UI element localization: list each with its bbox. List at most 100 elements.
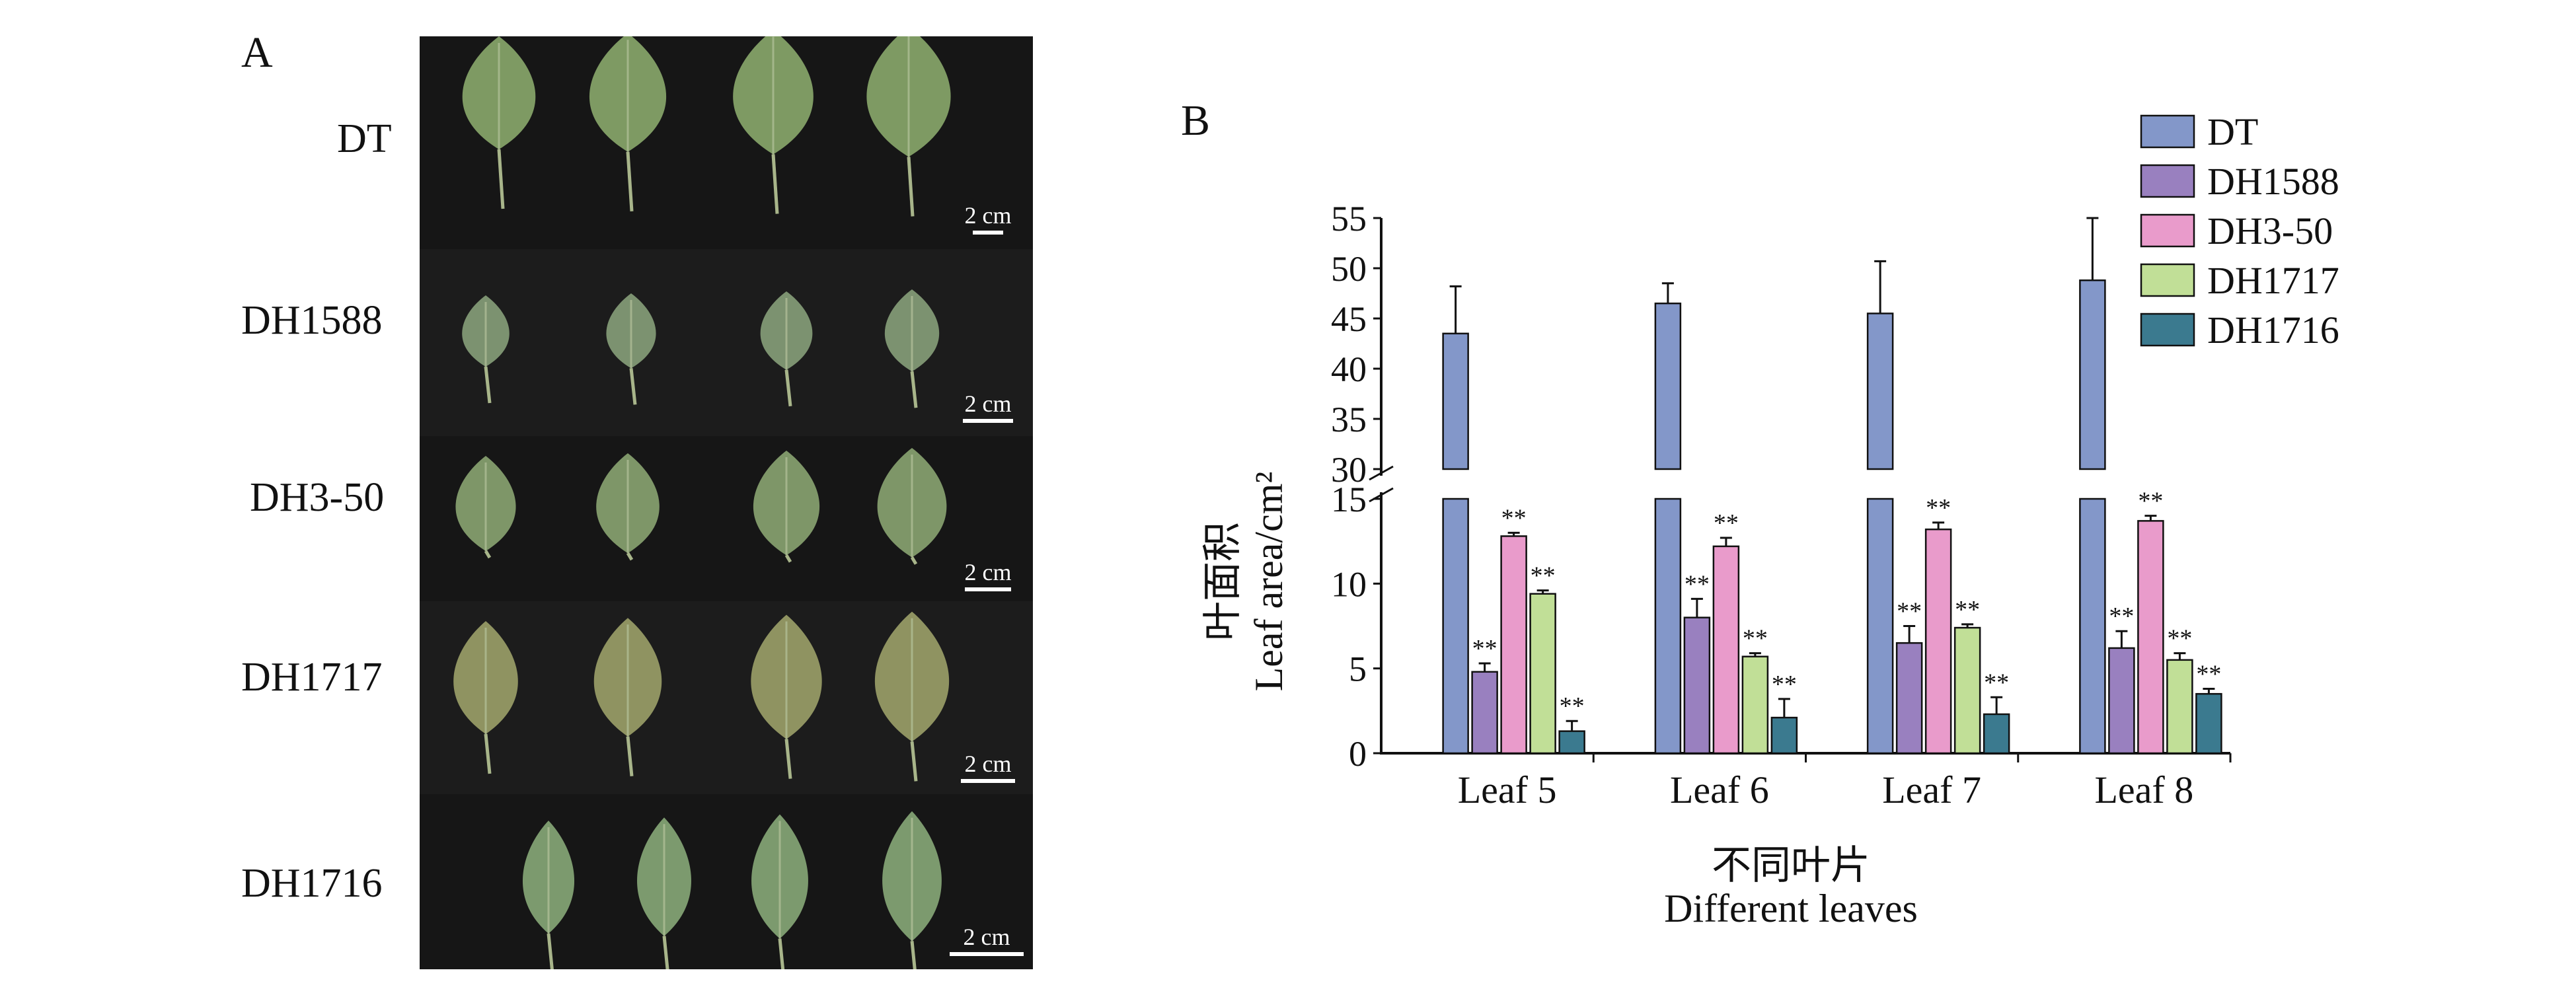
- y-tick-label: 35: [1331, 400, 1367, 439]
- bar-dt: [2079, 279, 2106, 470]
- bar-dh3-50: [2137, 520, 2164, 755]
- leaf-stem: [784, 369, 792, 407]
- y-tick-label: 30: [1331, 450, 1367, 490]
- bar-dh1717: [1953, 626, 1981, 755]
- legend-swatch-dh1717: [2140, 263, 2195, 297]
- scale-label: 2 cm: [964, 390, 1012, 417]
- leaf-stem: [662, 936, 669, 969]
- scale-label: 2 cm: [963, 924, 1010, 950]
- scale-bar: 2 cm: [947, 923, 1026, 956]
- bar-dh1716: [2195, 692, 2222, 755]
- legend-label-dh3-50: DH3-50: [2207, 209, 2333, 252]
- scale-bar: 2 cm: [956, 390, 1020, 423]
- bar-dt-lower: [1442, 498, 1469, 755]
- y-tick-label: 50: [1331, 249, 1367, 289]
- x-axis-label-cn: 不同叶片: [1712, 844, 1870, 887]
- leaf-stem: [910, 556, 918, 565]
- legend-label-dt: DT: [2207, 110, 2258, 153]
- significance-mark: **: [2196, 660, 2221, 688]
- leaf-stem: [497, 149, 505, 209]
- scale-bar: 2 cm: [956, 558, 1020, 591]
- scale-label: 2 cm: [964, 202, 1012, 229]
- scale-label: 2 cm: [964, 751, 1012, 777]
- legend-label-dh1588: DH1588: [2207, 160, 2339, 203]
- y-tick-label: 15: [1331, 480, 1367, 519]
- y-tick-label: 40: [1331, 350, 1367, 389]
- significance-mark: **: [2138, 488, 2163, 515]
- axis-break-mark: [1369, 465, 1394, 481]
- significance-mark: **: [1685, 570, 1710, 598]
- panel-a-label: A: [241, 28, 273, 77]
- y-tick-label: 45: [1331, 299, 1367, 339]
- leaf-stem: [778, 938, 785, 969]
- significance-mark: **: [1743, 625, 1768, 653]
- significance-mark: **: [1897, 598, 1922, 626]
- significance-mark: **: [1560, 692, 1585, 720]
- significance-mark: **: [1472, 635, 1497, 663]
- leaf-stem: [626, 151, 634, 211]
- leaf-stem: [907, 157, 915, 217]
- significance-mark: **: [2167, 625, 2192, 653]
- leaf-area-chart: 0 5 10 15 30 35 40 45 50 55 Leaf 5 Leaf 6 Leaf 7 Leaf…: [1183, 92, 2505, 955]
- leaf-stem: [910, 371, 918, 408]
- leaf-images-dh1588: [462, 289, 940, 408]
- x-axis-label: Different leaves: [1664, 887, 1918, 930]
- bar-dh3-50: [1712, 545, 1740, 755]
- bar-dh3-50: [1924, 528, 1952, 755]
- significance-mark: **: [1772, 671, 1797, 698]
- legend-label-dh1716: DH1716: [2207, 309, 2339, 352]
- chart-bars: ********************************: [1442, 217, 2222, 755]
- y-axis-label-cn: 叶面积: [1201, 522, 1244, 641]
- legend-label-dh1717: DH1717: [2207, 259, 2339, 302]
- photo-row-dh1717: 2 cm: [420, 601, 1033, 794]
- scale-bar: 2 cm: [956, 750, 1020, 783]
- leaf-stem: [484, 733, 492, 774]
- x-tick-label: Leaf 7: [1882, 768, 1981, 811]
- bar-dh1717: [1529, 593, 1556, 755]
- row-label-dh1588: DH1588: [241, 298, 383, 343]
- bar-dh1588: [1895, 642, 1923, 755]
- legend-swatch-dh3-50: [2140, 213, 2195, 248]
- bar-dh1588: [1471, 671, 1498, 755]
- leaf-photo: 2 cm 2 cm 2 cm 2 cm: [420, 36, 1033, 969]
- significance-mark: **: [1714, 509, 1739, 537]
- row-label-dh1717: DH1717: [241, 655, 383, 700]
- y-tick-label: 0: [1349, 734, 1367, 774]
- leaf-stem: [771, 154, 779, 214]
- bar-dh1717: [2166, 659, 2193, 755]
- significance-mark: **: [1955, 596, 1980, 624]
- leaf-stem: [629, 368, 637, 405]
- photo-row-dh1716: 2 cm: [420, 794, 1033, 969]
- scale-label: 2 cm: [964, 559, 1012, 585]
- row-label-dh3-50: DH3-50: [250, 475, 385, 520]
- significance-mark: **: [2109, 603, 2134, 630]
- bar-dh1588: [2108, 647, 2135, 755]
- bar-dt: [1654, 302, 1682, 470]
- significance-mark: **: [1501, 504, 1527, 532]
- leaf-images-dh3-50: [455, 448, 947, 565]
- bar-dt-lower: [1866, 498, 1894, 755]
- leaf-images-dh1716: [522, 811, 942, 969]
- significance-mark: **: [1531, 562, 1556, 590]
- leaf-stem: [910, 941, 917, 969]
- x-tick-label: Leaf 6: [1670, 768, 1769, 811]
- leaf-stem: [626, 736, 634, 777]
- row-label-dh1716: DH1716: [241, 861, 383, 906]
- bar-dt: [1442, 332, 1469, 470]
- legend-swatch-dh1716: [2140, 313, 2195, 347]
- y-axis-label: Leaf area/cm²: [1247, 472, 1291, 692]
- legend-swatch-dh1588: [2140, 164, 2195, 198]
- bar-dh1717: [1741, 655, 1769, 755]
- leaf-images-dt: [462, 36, 951, 217]
- leaf-stem: [484, 366, 492, 404]
- bar-dt-lower: [2079, 498, 2106, 755]
- leaf-stem: [910, 741, 918, 782]
- x-tick-label: Leaf 8: [2095, 768, 2194, 811]
- leaf-stem: [784, 554, 792, 563]
- bar-dh1588: [1683, 616, 1711, 755]
- scale-bar: 2 cm: [958, 202, 1018, 235]
- photo-row-dh1588: 2 cm: [420, 249, 1033, 436]
- bar-dt: [1866, 313, 1894, 470]
- panel-b-label: B: [1181, 96, 1211, 145]
